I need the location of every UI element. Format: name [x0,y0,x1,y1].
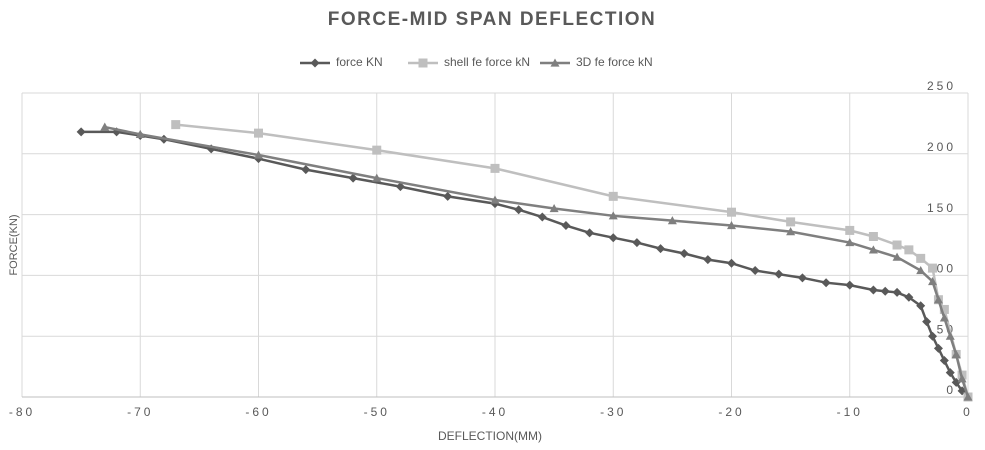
y-tick-label: 200 [927,140,956,154]
marker [797,273,807,283]
marker [845,238,855,247]
marker [348,173,358,183]
marker [922,317,932,327]
marker [679,249,689,259]
marker [939,356,949,366]
y-tick-label: 150 [927,201,956,215]
marker [727,258,736,268]
marker [928,263,938,273]
marker [537,212,547,222]
x-tick-label: -80 [9,405,35,419]
legend-label: shell fe force kN [444,55,530,69]
marker [418,58,428,68]
marker [490,195,500,204]
series-line [175,123,970,398]
marker [916,253,926,263]
marker [933,343,943,353]
marker [656,244,666,254]
marker [892,287,902,297]
marker [868,245,878,254]
marker [372,145,382,155]
marker [928,331,938,341]
marker [957,374,967,383]
marker [963,392,973,401]
marker [939,313,949,322]
marker [135,129,145,138]
marker [550,58,560,67]
marker [774,269,784,279]
marker [301,165,311,175]
marker [608,233,618,243]
x-tick-label: -10 [837,405,863,419]
marker [951,349,961,359]
marker [254,128,263,138]
x-tick-label: -70 [127,405,153,419]
marker [490,163,500,173]
marker [786,227,796,236]
x-tick-label: -20 [718,405,744,419]
marker [928,276,938,286]
marker [667,216,677,225]
y-tick-label: 0 [946,383,956,397]
marker [549,204,559,213]
series-line [104,125,970,398]
marker [916,266,926,275]
marker [727,207,736,217]
marker [372,173,382,182]
marker [933,295,943,304]
marker [443,191,453,201]
marker [76,127,86,137]
chart-title: FORCE-MID SPAN DEFLECTION [328,9,656,30]
marker [868,231,878,241]
x-tick-label: -30 [600,405,626,419]
marker [892,240,902,250]
legend-label: 3D fe force kN [576,55,653,69]
marker [100,122,110,131]
marker [561,221,571,231]
marker [821,278,831,288]
marker [845,280,855,290]
marker [951,377,961,387]
marker [880,286,890,296]
x-tick-label: 0 [963,405,973,419]
marker [750,266,760,276]
marker [916,301,926,311]
x-tick-label: -40 [482,405,508,419]
marker [310,58,320,68]
marker [608,211,618,220]
marker [171,120,181,130]
marker [786,217,796,227]
x-axis-label: DEFLECTION(MM) [438,429,542,443]
marker [608,191,618,201]
marker [904,292,914,302]
marker [904,245,914,255]
marker [632,238,642,248]
series-line [81,130,969,398]
marker [892,252,902,261]
marker [514,205,524,215]
x-tick-label: -50 [364,405,390,419]
marker [845,225,855,235]
marker [254,150,263,159]
marker [868,285,878,295]
marker [703,255,713,265]
marker [395,182,405,192]
x-tick-label: -60 [245,405,271,419]
y-axis-label: FORCE(KN) [8,214,20,275]
marker [945,331,955,340]
marker [945,368,955,378]
marker [585,228,595,238]
marker [727,221,736,230]
y-tick-label: 250 [927,79,956,93]
legend-label: force KN [336,55,383,69]
